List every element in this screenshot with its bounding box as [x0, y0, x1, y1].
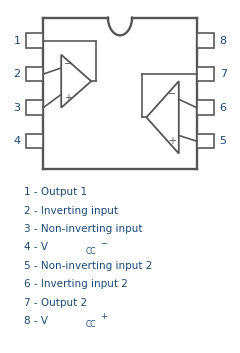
Text: 2 - Inverting input: 2 - Inverting input — [24, 206, 118, 216]
Text: 6: 6 — [220, 103, 227, 113]
Text: 1 - Output 1: 1 - Output 1 — [24, 187, 87, 197]
Bar — [26, 33, 43, 48]
Text: 5: 5 — [220, 136, 227, 146]
Text: 2: 2 — [13, 69, 20, 79]
Text: 8 - V: 8 - V — [24, 316, 48, 326]
Bar — [197, 67, 214, 82]
Text: CC: CC — [85, 321, 96, 329]
Text: 3 - Non-inverting input: 3 - Non-inverting input — [24, 224, 143, 234]
Bar — [26, 67, 43, 82]
Bar — [197, 33, 214, 48]
Text: 7 - Output 2: 7 - Output 2 — [24, 298, 87, 307]
Text: +: + — [101, 312, 107, 321]
Text: −: − — [64, 59, 72, 69]
Bar — [197, 100, 214, 115]
Polygon shape — [146, 81, 179, 154]
Text: +: + — [64, 93, 72, 103]
Text: CC: CC — [85, 247, 96, 256]
Bar — [197, 134, 214, 149]
Text: 4 - V: 4 - V — [24, 243, 48, 252]
Text: −: − — [168, 89, 176, 99]
Text: 3: 3 — [13, 103, 20, 113]
Text: +: + — [168, 136, 176, 145]
Text: 8: 8 — [220, 36, 227, 46]
Text: 1: 1 — [13, 36, 20, 46]
Text: −: − — [101, 239, 108, 248]
Bar — [26, 134, 43, 149]
Bar — [26, 100, 43, 115]
Polygon shape — [61, 55, 91, 108]
Text: 5 - Non-inverting input 2: 5 - Non-inverting input 2 — [24, 261, 152, 271]
Text: 4: 4 — [13, 136, 20, 146]
Text: 7: 7 — [220, 69, 227, 79]
Text: 6 - Inverting input 2: 6 - Inverting input 2 — [24, 279, 128, 289]
